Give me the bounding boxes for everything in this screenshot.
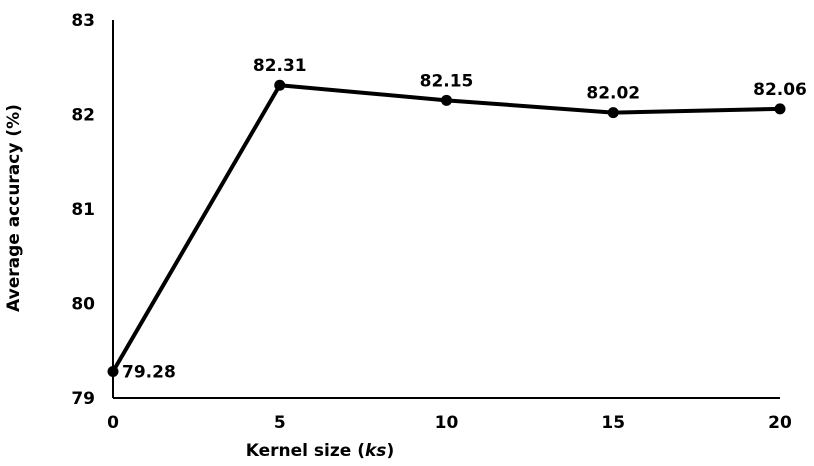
y-tick-labels: 79 80 81 82 83	[71, 11, 95, 409]
data-labels: 79.28 82.31 82.15 82.02 82.06	[122, 56, 807, 382]
data-label: 79.28	[122, 363, 176, 383]
data-point	[774, 103, 786, 115]
data-point	[107, 366, 119, 378]
x-axis-title: Kernel size (ks)	[246, 441, 394, 461]
x-tick-label: 10	[435, 413, 459, 433]
y-tick-label: 80	[71, 295, 95, 315]
series-line	[111, 83, 782, 374]
data-point	[274, 79, 286, 91]
x-tick-label: 0	[107, 413, 119, 433]
data-point	[607, 107, 619, 119]
data-label: 82.06	[753, 80, 807, 100]
x-tick-labels: 0 5 10 15 20	[107, 413, 792, 433]
x-tick-label: 15	[601, 413, 625, 433]
axes	[112, 20, 780, 399]
x-tick-label: 5	[274, 413, 286, 433]
data-label: 82.02	[586, 84, 640, 104]
data-point	[441, 94, 452, 106]
y-tick-label: 81	[71, 200, 95, 220]
x-tick-label: 20	[768, 413, 792, 433]
y-tick-label: 79	[71, 389, 95, 409]
y-tick-label: 82	[71, 106, 95, 126]
data-label: 82.31	[253, 56, 307, 76]
series-group	[107, 79, 786, 378]
data-label: 82.15	[420, 71, 474, 91]
y-axis-title: Average accuracy (%)	[4, 104, 24, 312]
y-tick-label: 83	[71, 11, 95, 31]
